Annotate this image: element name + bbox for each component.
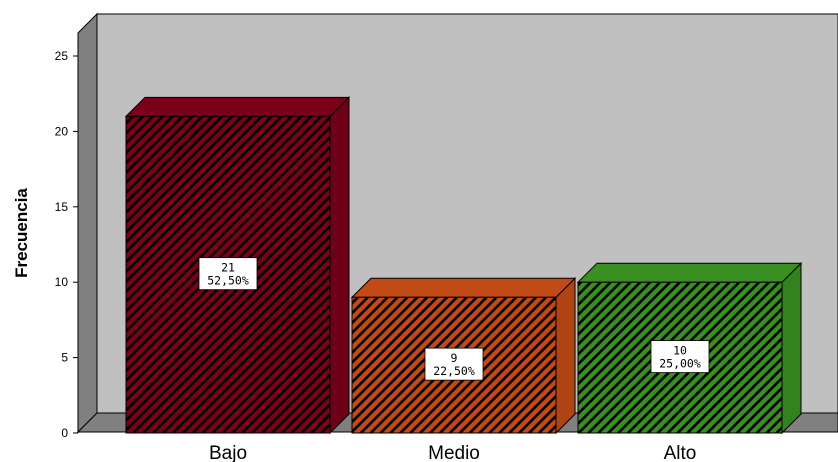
data-label-count: 9 [451,351,458,365]
bar-top-face [350,277,577,298]
bar-side-face [781,261,802,435]
data-label-box [424,347,484,381]
chart-side-wall [77,12,98,434]
y-tick-label: 0 [61,426,68,440]
bar-side-face [329,96,350,435]
y-tick-label: 25 [55,49,69,63]
data-label-count: 10 [673,344,687,358]
data-label: 922,50% [424,347,484,381]
y-tick-label: 15 [55,200,69,214]
y-tick-label: 20 [55,124,69,138]
y-axis-label: Frecuencia [12,188,31,278]
bar-side-face [555,277,576,435]
x-category-label: Bajo [209,443,247,462]
data-label-percent: 52,50% [207,274,249,288]
data-label-percent: 25,00% [659,357,701,371]
bar-top-face [124,96,351,117]
x-category-label: Medio [428,443,480,462]
category-labels: Bajo Medio Alto [209,443,696,462]
data-label-box [198,257,258,291]
data-label-box [650,340,710,374]
x-category-label: Alto [664,443,697,462]
y-tick-label: 5 [61,351,68,365]
bar-medio: 922,50% [350,277,577,435]
bar-top-face [576,262,803,283]
y-axis-ticks: 0 5 10 15 20 25 [55,49,78,440]
data-label-percent: 22,50% [433,364,475,378]
y-tick-label: 10 [55,275,69,289]
data-label-count: 21 [221,261,235,275]
